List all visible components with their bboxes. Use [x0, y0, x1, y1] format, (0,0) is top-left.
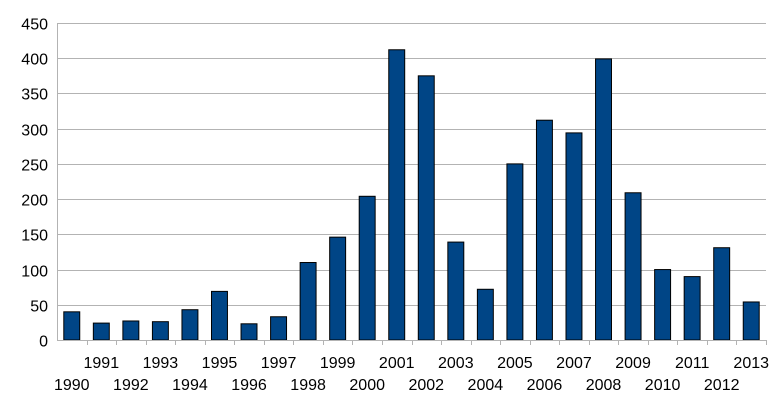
bar	[476, 288, 494, 341]
x-tick-label: 1990	[54, 377, 90, 394]
bar	[713, 247, 731, 341]
y-tick-label: 450	[21, 17, 48, 34]
y-tick-label: 100	[21, 264, 48, 281]
bar	[151, 321, 169, 341]
bar	[299, 262, 317, 341]
x-tick-label: 2010	[645, 377, 681, 394]
y-tick-label: 250	[21, 158, 48, 175]
bar	[270, 316, 288, 341]
x-tick-label: 1997	[261, 355, 297, 372]
x-tick-label: 2009	[615, 355, 651, 372]
bar	[535, 119, 553, 341]
y-tick-label: 300	[21, 123, 48, 140]
y-tick-label: 350	[21, 87, 48, 104]
x-tick-label: 2011	[675, 355, 710, 372]
x-tick-label: 1996	[231, 377, 267, 394]
bar	[358, 195, 376, 341]
x-tick-label: 2004	[468, 377, 504, 394]
x-tick-labels: 1990 1991 1992 1993 1994 1995 1996 1997 1998 1999…	[54, 355, 769, 394]
bar	[63, 311, 81, 341]
x-tick-label: 1995	[202, 355, 238, 372]
bar	[417, 75, 435, 341]
bar	[742, 301, 760, 341]
x-tick-label: 2012	[704, 377, 740, 394]
y-tick-label: 0	[39, 334, 48, 351]
y-tick-label: 50	[30, 299, 48, 316]
x-tick-label: 2013	[733, 355, 769, 372]
x-tick-label: 1998	[290, 377, 326, 394]
x-tick-label: 2008	[586, 377, 622, 394]
bar	[122, 320, 140, 341]
y-tick-label: 200	[21, 193, 48, 210]
bar	[240, 323, 258, 341]
x-tick-label: 1991	[84, 355, 120, 372]
bar	[329, 236, 347, 341]
bar	[211, 290, 228, 341]
bar	[92, 322, 110, 341]
bar	[683, 276, 701, 341]
y-tick-labels: 0 50 100 150 200 250 300 350 400 450	[21, 17, 48, 351]
bar	[388, 49, 406, 341]
x-tick-label: 1999	[320, 355, 356, 372]
bar	[447, 241, 465, 341]
bar	[506, 163, 524, 341]
x-tick-label: 2002	[408, 377, 444, 394]
x-tick-label: 2003	[438, 355, 474, 372]
x-tick-label: 2000	[349, 377, 385, 394]
axes	[57, 23, 767, 345]
y-tick-label: 150	[21, 228, 48, 245]
bars	[63, 49, 760, 341]
x-tick-label: 2001	[379, 355, 415, 372]
x-tick-label: 1994	[172, 377, 208, 394]
gridlines	[57, 23, 766, 306]
x-tick-label: 2006	[527, 377, 563, 394]
bar	[595, 58, 612, 341]
x-tick-label: 1992	[113, 377, 149, 394]
x-tick-label: 1993	[143, 355, 179, 372]
bar	[565, 132, 583, 341]
x-tick-label: 2007	[556, 355, 592, 372]
y-tick-label: 400	[21, 52, 48, 69]
bar	[654, 269, 672, 341]
bar	[624, 192, 642, 341]
x-tick-label: 2005	[497, 355, 533, 372]
bar	[181, 309, 199, 341]
